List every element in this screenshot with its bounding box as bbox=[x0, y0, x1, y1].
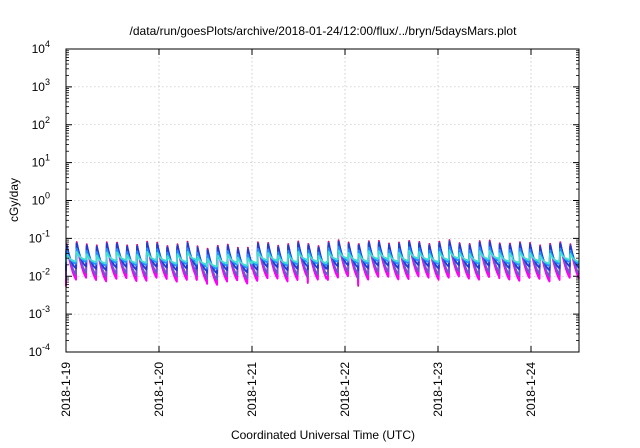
x-axis: 2018-1-19 2018-1-20 2018-1-21 2018-1-22 2018… bbox=[59, 49, 538, 417]
y-tick-label: 10-3 bbox=[29, 304, 50, 321]
chart-title: /data/run/goesPlots/archive/2018-01-24/1… bbox=[130, 24, 518, 38]
x-tick-label: 2018-1-21 bbox=[245, 362, 259, 417]
y-tick-label: 103 bbox=[32, 77, 50, 94]
x-tick-label: 2018-1-24 bbox=[524, 362, 538, 417]
y-tick-label: 100 bbox=[32, 191, 50, 208]
y-axis: 104 103 102 101 100 10-1 10-2 10-3 10-4 bbox=[29, 39, 579, 359]
y-tick-label: 10-4 bbox=[29, 342, 50, 359]
grid bbox=[66, 48, 579, 353]
y-tick-label: 10-1 bbox=[29, 228, 50, 245]
y-tick-label: 102 bbox=[32, 115, 50, 132]
y-tick-label: 101 bbox=[32, 153, 50, 170]
x-axis-label: Coordinated Universal Time (UTC) bbox=[231, 428, 415, 442]
series-group bbox=[65, 239, 580, 287]
x-tick-label: 2018-1-22 bbox=[338, 362, 352, 417]
y-tick-label: 104 bbox=[32, 39, 50, 56]
x-tick-label: 2018-1-23 bbox=[431, 362, 445, 417]
x-tick-label: 2018-1-19 bbox=[59, 362, 73, 417]
y-axis-label: cGy/day bbox=[7, 178, 21, 222]
series-line-5 bbox=[65, 249, 580, 268]
x-tick-label: 2018-1-20 bbox=[152, 362, 166, 417]
y-tick-label: 10-2 bbox=[29, 266, 50, 283]
